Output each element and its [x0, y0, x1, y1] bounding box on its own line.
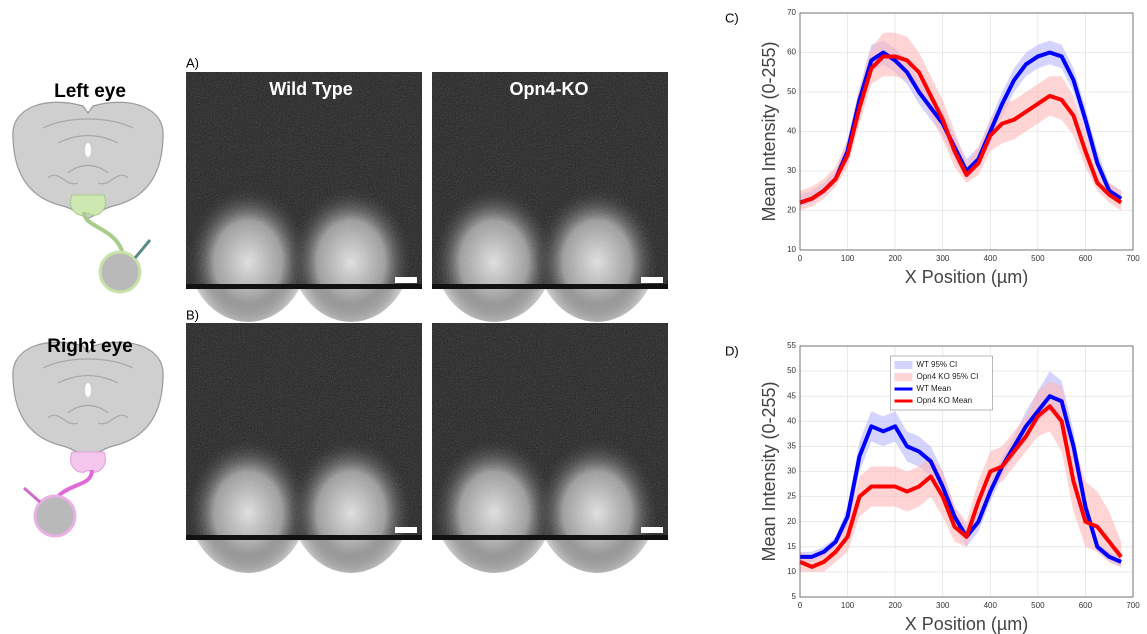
legend-label: Opn4 KO Mean — [917, 396, 973, 405]
panel-label: B) — [186, 307, 199, 322]
injection-needle — [23, 486, 41, 504]
y-tick-label: 55 — [787, 341, 796, 350]
y-tick-label: 10 — [787, 567, 796, 576]
x-axis-label: X Position (µm) — [905, 614, 1028, 634]
mean-line — [800, 394, 1122, 564]
row-label: Right eye — [47, 336, 133, 357]
y-tick-label: 45 — [787, 391, 796, 400]
micrograph — [186, 72, 422, 322]
micrograph — [186, 323, 422, 573]
y-tick-label: 15 — [787, 542, 796, 551]
legend-swatch — [894, 361, 913, 369]
axes-frame — [799, 12, 1134, 251]
x-tick-label: 300 — [936, 601, 950, 610]
brain-illustration — [12, 341, 164, 459]
y-tick-label: 20 — [787, 206, 796, 215]
confidence-band — [800, 32, 1122, 211]
x-tick-label: 500 — [1031, 254, 1045, 263]
legend-label: WT Mean — [917, 384, 952, 393]
y-axis-label: Mean Intensity (0-255) — [759, 41, 779, 221]
mean-line — [799, 404, 1123, 569]
micrograph — [432, 323, 668, 573]
injection-needle — [133, 239, 152, 259]
x-tick-label: 300 — [936, 254, 950, 263]
lgn-highlight — [70, 451, 106, 473]
x-tick-label: 0 — [798, 254, 803, 263]
micrograph — [432, 72, 668, 322]
x-tick-label: 200 — [888, 601, 902, 610]
legend-label: WT 95% CI — [917, 360, 958, 369]
y-tick-label: 5 — [792, 592, 797, 601]
x-tick-label: 500 — [1031, 601, 1045, 610]
scale-bar — [395, 277, 417, 283]
x-tick-label: 600 — [1079, 601, 1093, 610]
column-title: Wild Type — [269, 79, 353, 99]
x-tick-label: 0 — [798, 601, 803, 610]
y-tick-label: 10 — [787, 245, 796, 254]
y-tick-label: 50 — [787, 366, 796, 375]
eye — [33, 494, 77, 538]
panel-label: C) — [725, 10, 739, 25]
legend-label: Opn4 KO 95% CI — [917, 372, 979, 381]
legend-swatch — [894, 373, 913, 381]
x-tick-label: 700 — [1126, 254, 1140, 263]
mean-line — [799, 54, 1123, 205]
scale-bar — [641, 527, 663, 533]
row-label: Left eye — [54, 81, 126, 102]
eye — [98, 250, 142, 294]
lgn-highlight — [70, 194, 106, 216]
x-tick-label: 600 — [1079, 254, 1093, 263]
y-tick-label: 60 — [787, 48, 796, 57]
x-tick-label: 100 — [841, 254, 855, 263]
y-tick-label: 20 — [787, 517, 796, 526]
x-tick-label: 400 — [984, 254, 998, 263]
y-tick-label: 40 — [787, 416, 796, 425]
panel-label: A) — [186, 55, 199, 70]
column-title: Opn4-KO — [510, 79, 589, 99]
x-tick-label: 200 — [888, 254, 902, 263]
y-tick-label: 50 — [787, 87, 796, 96]
y-tick-label: 70 — [787, 8, 796, 17]
axes-frame — [799, 345, 1134, 598]
x-tick-label: 100 — [841, 601, 855, 610]
x-tick-label: 700 — [1126, 601, 1140, 610]
y-tick-label: 30 — [787, 467, 796, 476]
y-tick-label: 25 — [787, 492, 796, 501]
confidence-band — [800, 371, 1122, 567]
y-axis-label: Mean Intensity (0-255) — [759, 381, 779, 561]
scale-bar — [395, 527, 417, 533]
y-tick-label: 30 — [787, 166, 796, 175]
x-axis-label: X Position (µm) — [905, 267, 1028, 287]
scale-bar — [641, 277, 663, 283]
confidence-band — [800, 381, 1122, 572]
panel-label: D) — [725, 343, 739, 358]
y-tick-label: 35 — [787, 442, 796, 451]
y-tick-label: 40 — [787, 127, 796, 136]
x-tick-label: 400 — [984, 601, 998, 610]
